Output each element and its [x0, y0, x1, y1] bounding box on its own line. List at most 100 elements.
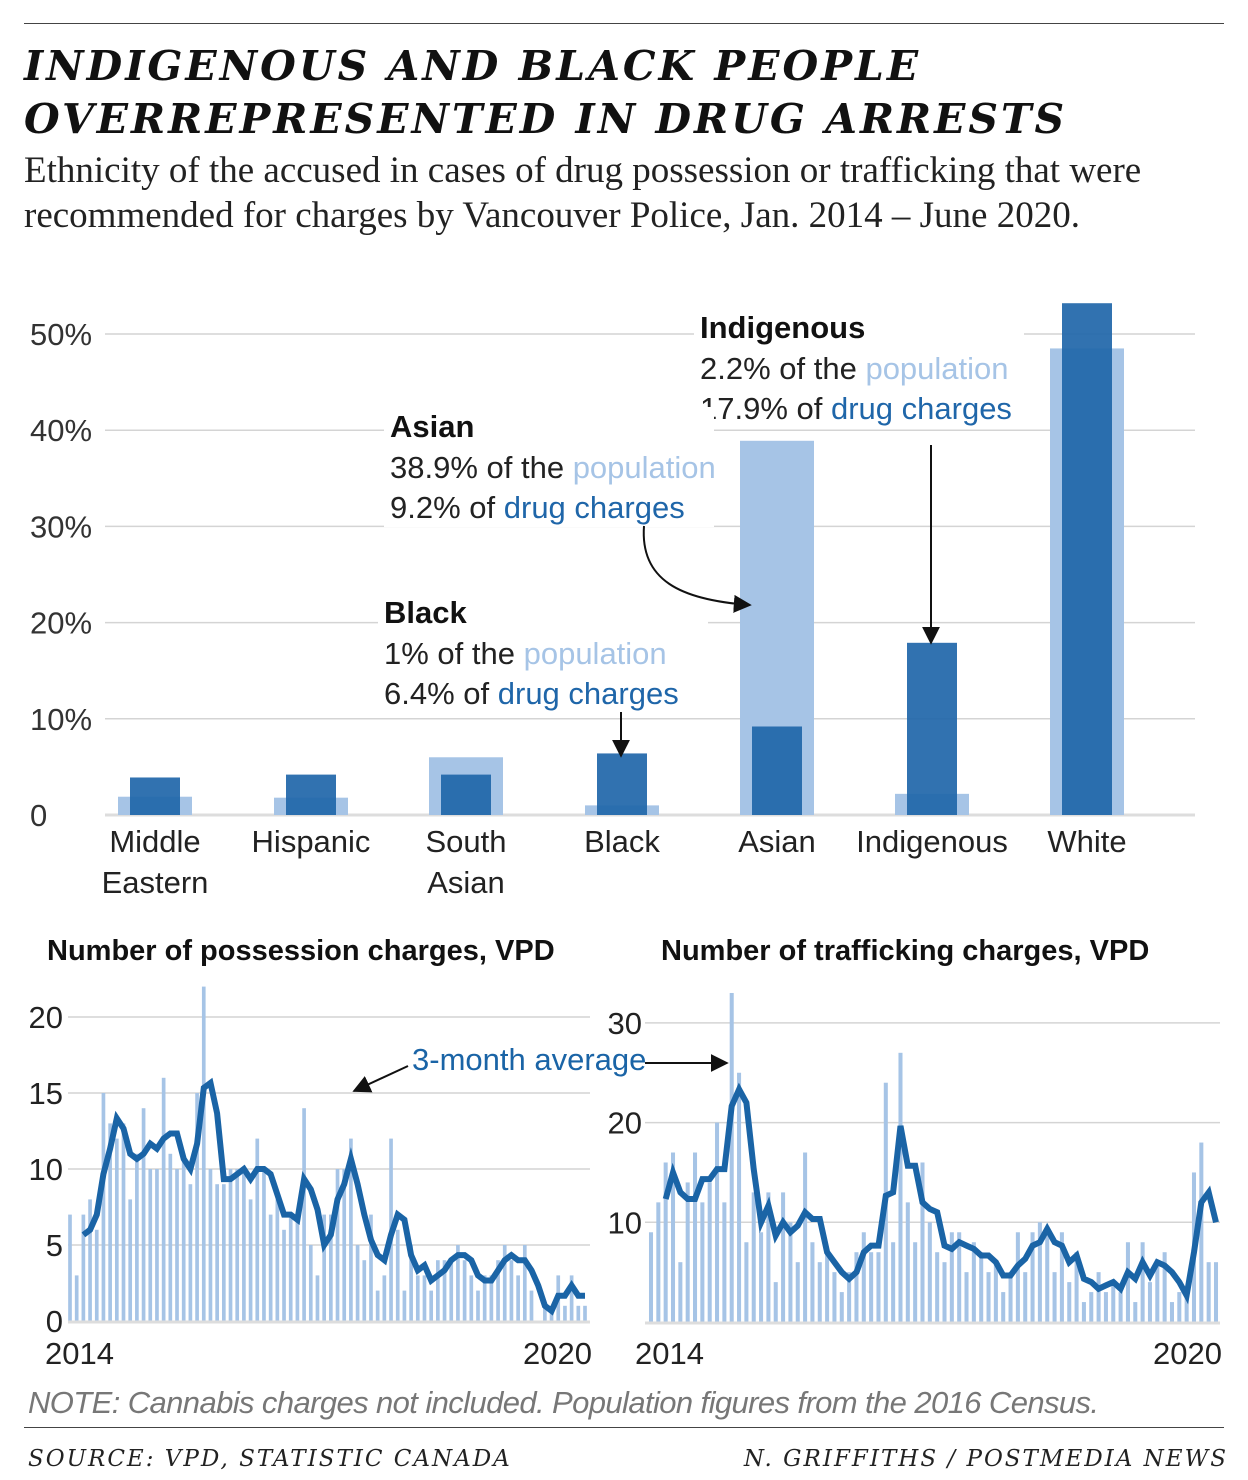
monthly-bar [935, 1252, 940, 1322]
annotation-background [384, 407, 714, 527]
annotation-key-charges: drug charges [504, 490, 685, 525]
ethnicity-bar-chart: 0 10% 20% 30% 40% 50% Middle Eastern Hispanic Sou… [30, 303, 1195, 900]
monthly-bar [905, 1202, 910, 1322]
monthly-bar [188, 1184, 193, 1321]
annotations: Indigenous 2.2% of the population 17.9% of… [378, 308, 1024, 758]
monthly-bar [1206, 1262, 1211, 1322]
monthly-bar [795, 1262, 800, 1322]
source: SOURCE: VPD, STATISTIC CANADA [28, 1446, 512, 1472]
annotation-charges-line: 6.4% of drug charges [384, 676, 679, 711]
monthly-bar [803, 1152, 808, 1322]
monthly-bar [1184, 1292, 1189, 1322]
monthly-bar [1096, 1272, 1101, 1322]
monthly-bar [81, 1214, 86, 1321]
annotation-key-charges: drug charges [831, 391, 1012, 426]
monthly-bar [700, 1202, 705, 1322]
monthly-bar [913, 1242, 918, 1322]
monthly-bar [415, 1275, 420, 1321]
three-month-average-line [662, 1082, 1219, 1305]
monthly-bar [942, 1262, 947, 1322]
monthly-bar [854, 1252, 859, 1322]
monthly-bar [128, 1199, 133, 1321]
monthly-bar [161, 1077, 166, 1321]
monthly-bar [94, 1229, 99, 1321]
annotation-key-population: population [524, 636, 667, 671]
monthly-bar [825, 1252, 830, 1322]
monthly-bar [1015, 1232, 1020, 1322]
annotation-text: 17.9% of [700, 391, 831, 426]
monthly-bar [1199, 1142, 1204, 1322]
monthly-bar [920, 1162, 925, 1322]
trafficking-chart: Number of trafficking charges, VPD 10 20 30… [608, 935, 1222, 1371]
possession-chart: Number of possession charges, VPD 0 5 10 15 2… [29, 935, 729, 1371]
chart-subtitle: Ethnicity of the accused in cases of dru… [24, 150, 1142, 236]
category-label: Eastern [102, 865, 209, 900]
monthly-bar [288, 1214, 293, 1321]
monthly-bar [268, 1214, 273, 1321]
small-chart-title: Number of possession charges, VPD [47, 935, 555, 967]
monthly-bar [208, 1169, 213, 1321]
monthly-bar [221, 1184, 226, 1321]
y-tick-label: 30 [608, 1006, 642, 1041]
annotation-text: 9.2% of [390, 490, 504, 525]
annotation-group: Asian [390, 409, 474, 444]
monthly-bar [1169, 1302, 1174, 1322]
category-label: South [425, 824, 506, 859]
y-tick-label: 10 [29, 1152, 63, 1187]
x-tick-label: 2020 [1153, 1336, 1222, 1371]
monthly-bar [516, 1275, 520, 1321]
monthly-bar [88, 1199, 92, 1321]
monthly-bar [861, 1232, 866, 1322]
monthly-bar [1045, 1232, 1050, 1322]
monthly-bar [847, 1272, 852, 1322]
monthly-bar [685, 1182, 690, 1322]
annotation-text: 2.2% of the [700, 351, 865, 386]
monthly-bar [1213, 1262, 1219, 1322]
y-tick-label: 20% [30, 606, 92, 641]
monthly-bar [1001, 1292, 1006, 1322]
y-tick-label: 10 [608, 1205, 642, 1240]
monthly-bar [964, 1272, 969, 1322]
x-tick-label: 2014 [45, 1336, 114, 1371]
monthly-bar [141, 1108, 146, 1321]
monthly-bar [482, 1275, 487, 1321]
monthly-bar [1023, 1272, 1028, 1322]
monthly-bar [395, 1229, 400, 1321]
monthly-bar [1125, 1242, 1130, 1322]
chart-title: INDIGENOUS AND BLACK PEOPLE OVERREPRESEN… [24, 40, 1067, 146]
annotation-key-population: population [865, 351, 1008, 386]
annotation-background [694, 308, 1024, 428]
monthly-bar [949, 1232, 954, 1322]
drug-charges-bar [752, 726, 802, 815]
monthly-bar [522, 1245, 527, 1321]
monthly-bar [1089, 1292, 1094, 1322]
monthly-bar [781, 1192, 786, 1322]
monthly-bar [576, 1305, 581, 1321]
monthly-bar [898, 1052, 903, 1322]
note: NOTE: Cannabis charges not included. Pop… [28, 1385, 1099, 1420]
drug-charges-bar [597, 753, 647, 815]
monthly-bar [1030, 1232, 1035, 1322]
monthly-bar [235, 1169, 240, 1321]
monthly-bar [693, 1152, 698, 1322]
annotation-population-line: 38.9% of the population [390, 450, 716, 485]
monthly-bar [1074, 1252, 1079, 1322]
monthly-bar [1067, 1282, 1072, 1322]
monthly-bar [1111, 1282, 1116, 1322]
monthly-bar [135, 1153, 139, 1321]
annotation-group: Indigenous [700, 310, 865, 345]
monthly-bar [362, 1260, 367, 1321]
y-tick-label: 30% [30, 509, 92, 544]
drug-charges-bar [441, 774, 491, 815]
monthly-bar [282, 1229, 286, 1321]
monthly-bar [817, 1262, 822, 1322]
monthly-bar [108, 1123, 112, 1321]
monthly-bar [342, 1169, 347, 1321]
monthly-bar [788, 1222, 793, 1322]
monthly-bar [422, 1275, 427, 1321]
monthly-bar [583, 1305, 587, 1321]
monthly-bar [1052, 1272, 1057, 1322]
y-tick-label: 15 [29, 1076, 63, 1111]
monthly-bar [569, 1275, 574, 1321]
annotation-key-charges: drug charges [498, 676, 679, 711]
